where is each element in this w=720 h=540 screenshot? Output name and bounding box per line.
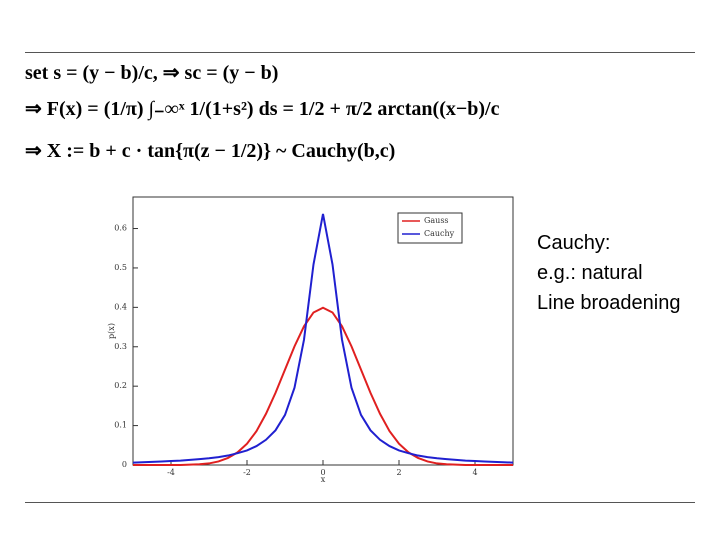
note: e.g.: natural [537,262,643,284]
y-tick-label: 0.6 [114,224,127,233]
x-tick-label: 0 [320,468,325,477]
note: Cauchy: [537,232,611,254]
legend-label: Cauchy [424,229,455,238]
x-axis-label: x [321,475,326,484]
y-tick-label: 0.5 [114,263,127,272]
note: Line broadening [537,292,681,314]
y-axis-label: p(x) [107,323,116,339]
equation: set s = (y − b)/c, ⇒ sc = (y − b) [25,62,279,84]
legend-label: Gauss [424,216,449,225]
y-tick-label: 0.3 [114,342,127,351]
x-tick-label: -4 [167,468,175,477]
series-line [132,213,514,464]
y-tick-label: 0.2 [114,381,127,390]
rule [25,502,695,503]
equation: ⇒ X := b + c · tan{π(z − 1/2)} ~ Cauchy(… [25,140,396,162]
x-tick-label: 4 [472,468,477,477]
y-tick-label: 0 [122,460,127,469]
equation: ⇒ F(x) = (1/π) ∫₋∞ˣ 1/(1+s²) ds = 1/2 + … [25,98,500,120]
series-line [133,306,513,466]
x-tick-label: 2 [396,468,401,477]
y-tick-label: 0.4 [114,302,127,311]
y-tick-label: 0.1 [114,421,127,430]
rule [25,52,695,53]
legend-box [397,212,463,244]
x-tick-label: -2 [243,468,251,477]
